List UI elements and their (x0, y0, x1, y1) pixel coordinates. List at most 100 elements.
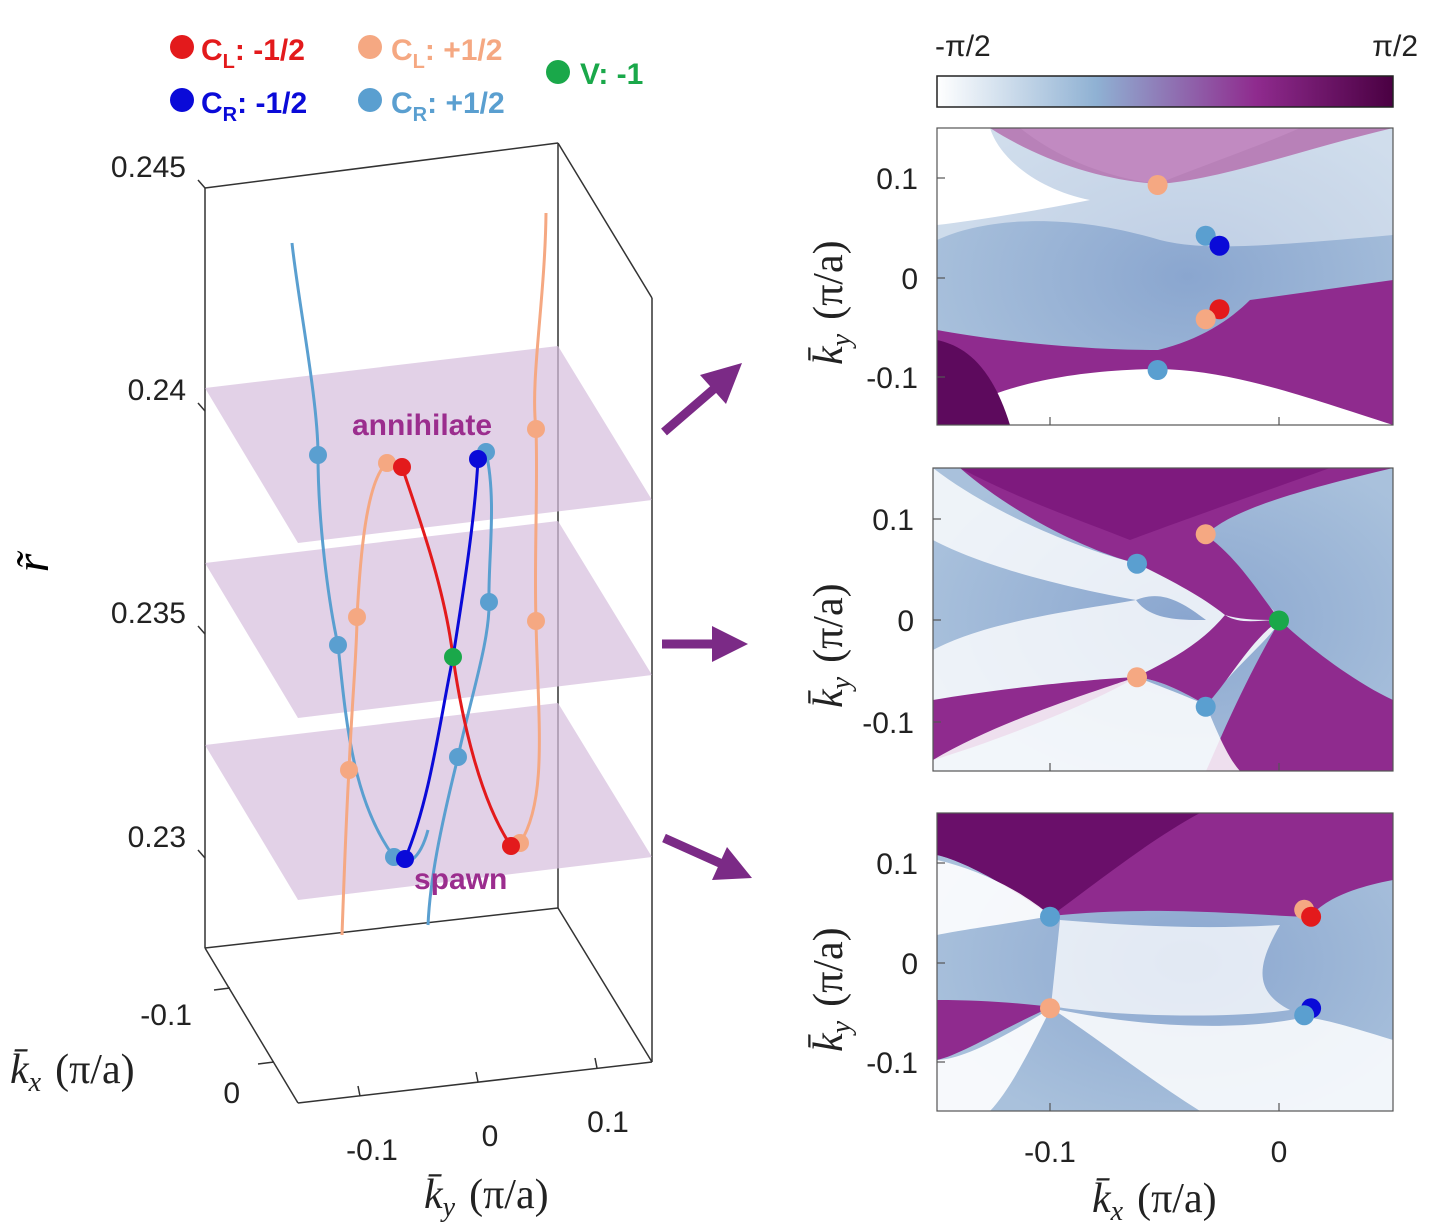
ky-axis-label-bottom: k̄y(π/a) (806, 927, 857, 1052)
legend-item-cl-minus: CL: -1/2 (170, 34, 305, 73)
ky-tick-label: 0.1 (872, 504, 914, 537)
kx-tick-label: -0.1 (140, 999, 192, 1032)
cl-plus-point (527, 420, 545, 438)
ky-tick-label: -0.1 (866, 362, 918, 395)
phase-charge-point (1040, 906, 1060, 927)
colorbar-gradient (936, 75, 1394, 108)
phase-points-top (1147, 175, 1230, 380)
phase-map-top (936, 127, 1394, 426)
kx-axis-label: k̄x (π/a) (1092, 1176, 1217, 1227)
z-tick-label: 0.24 (128, 374, 186, 407)
right-panel-axes: 0.1 0 -0.1 0.1 0 -0.1 0.1 0 -0.1 k̄y(π/a… (806, 163, 1287, 1227)
phase-points-bottom (1040, 899, 1322, 1026)
kx-axis-label: k̄x (π/a) (10, 1047, 135, 1098)
arrow-to-bottom (662, 833, 752, 880)
legend-marker (170, 35, 194, 59)
legend-marker (170, 88, 194, 112)
legend-item-v: V: -1 (546, 58, 643, 91)
ky-tick-label: 0.1 (876, 848, 918, 881)
ky-tick-label: 0.1 (876, 163, 918, 196)
phase-charge-point (1195, 309, 1216, 330)
z-tick-label: 0.23 (128, 821, 186, 854)
phase-charge-point (1269, 610, 1289, 631)
cr-plus-point (480, 593, 498, 611)
cr-plus-point (309, 446, 327, 464)
legend-item-cr-plus: CR: +1/2 (358, 87, 505, 126)
legend-marker (546, 60, 570, 84)
arrow-to-top (661, 363, 742, 436)
cl-minus-point (502, 837, 520, 855)
legend-text: CL: +1/2 (391, 34, 502, 73)
phase-charge-point (1127, 667, 1147, 688)
colorbar-max-label: π/2 (1372, 30, 1418, 63)
z-tick-marks (197, 179, 598, 1097)
z-tick-label: 0.235 (111, 597, 186, 630)
z-tick-label: 0.245 (111, 151, 186, 184)
panel-frame (936, 127, 1394, 426)
ky-axis-label-middle: k̄y(π/a) (806, 583, 857, 708)
cl-plus-curve-right (518, 212, 548, 844)
ky-tick-label: 0 (897, 605, 914, 638)
cr-minus-point (469, 450, 487, 468)
colorbar-min-label: -π/2 (935, 30, 991, 63)
phase-points-middle (1127, 524, 1289, 717)
cl-minus-point (393, 458, 411, 476)
slice-plane-middle (205, 521, 652, 718)
ky-tick-label: 0.1 (587, 1106, 629, 1139)
legend-text: CR: +1/2 (391, 87, 505, 126)
legend-marker (358, 88, 382, 112)
ky-tick-label: 0 (482, 1120, 499, 1153)
cr-plus-curve-right (426, 451, 494, 926)
cl-plus-point (348, 608, 366, 626)
slice-plane-top (205, 346, 652, 543)
cl-plus-point (527, 612, 545, 630)
arrow-to-middle (662, 626, 748, 662)
trajectory-points (309, 420, 545, 868)
phase-charge-point (1195, 524, 1216, 545)
ky-axis-label: k̄y (π/a) (424, 1172, 549, 1223)
ky-axis-label-top: k̄y(π/a) (806, 240, 857, 365)
phase-map-bottom (936, 812, 1394, 1112)
panel-frame (936, 812, 1394, 1112)
phase-charge-point (1127, 553, 1147, 574)
legend-item-cl-plus: CL: +1/2 (358, 34, 502, 73)
phase-charge-point (1147, 360, 1168, 380)
cl-plus-point (378, 454, 396, 472)
cl-plus-point (340, 761, 358, 779)
v-point (444, 648, 462, 666)
legend-text: V: -1 (580, 58, 643, 91)
phase-charge-point (1195, 225, 1216, 246)
cr-minus-point (396, 850, 414, 868)
phase-charge-point (1294, 1005, 1315, 1026)
ky-tick-label: -0.1 (866, 1047, 918, 1080)
cr-plus-point (329, 636, 347, 654)
legend-text: CL: -1/2 (201, 34, 305, 73)
phase-charge-point (1147, 175, 1168, 195)
ky-tick-label: -0.1 (346, 1134, 398, 1167)
kx-tick-label: 0 (1271, 1136, 1288, 1169)
legend-marker (358, 35, 382, 59)
legend: CL: -1/2 CL: +1/2 CR: -1/2 CR: +1/2 V: -… (170, 34, 643, 126)
annotation-spawn: spawn (414, 863, 507, 896)
phase-map-middle (932, 467, 1394, 772)
ky-tick-label: 0 (901, 948, 918, 981)
annotation-annihilate: annihilate (352, 409, 492, 442)
phase-charge-point (1195, 696, 1216, 717)
legend-text: CR: -1/2 (201, 87, 307, 126)
phase-charge-point (1209, 299, 1230, 320)
z-axis-label: r̃ (6, 551, 59, 573)
trajectory-curves (290, 212, 548, 936)
phase-charge-point (1301, 906, 1322, 927)
cr-plus-point (449, 748, 467, 766)
ky-tick-label: -0.1 (862, 707, 914, 740)
legend-item-cr-minus: CR: -1/2 (170, 87, 307, 126)
phase-charge-point (1040, 998, 1060, 1019)
colorbar: -π/2 π/2 (935, 30, 1418, 108)
ky-tick-label: 0 (901, 263, 918, 296)
arrows (661, 363, 752, 880)
phase-charge-point (1209, 235, 1230, 256)
left-3d-panel: 0.245 0.24 0.235 0.23 r̃ -0.1 0 k̄x (π/a)… (6, 142, 653, 1223)
kx-tick-label: 0 (223, 1077, 240, 1110)
kx-tick-label: -0.1 (1024, 1136, 1076, 1169)
